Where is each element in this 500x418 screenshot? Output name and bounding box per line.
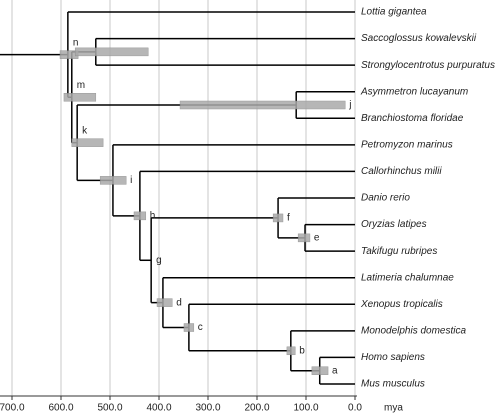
node-label: h: [150, 210, 156, 221]
node-label: e: [314, 232, 320, 243]
confidence-interval: [71, 138, 104, 147]
node-label: d: [176, 297, 182, 308]
node-label: n: [73, 37, 79, 48]
node-label: i: [130, 175, 132, 186]
taxon-label: Strongylocentrotus purpuratus: [361, 60, 495, 71]
x-tick-label: 100.0: [293, 403, 318, 414]
node-label: m: [77, 80, 85, 91]
taxon-label: Homo sapiens: [361, 352, 425, 363]
x-tick-label: 600.0: [48, 403, 73, 414]
x-tick-label: 400.0: [146, 403, 171, 414]
x-tick-label: 0.0: [348, 403, 362, 414]
node-label: k: [82, 125, 88, 136]
taxon-label: Danio rerio: [361, 193, 410, 204]
confidence-interval: [99, 176, 127, 185]
x-tick-label: 200.0: [244, 403, 269, 414]
confidence-interval: [311, 366, 329, 375]
node-label: f: [287, 213, 290, 224]
confidence-interval: [179, 100, 346, 110]
axis-label: mya: [384, 403, 403, 414]
node-label: j: [348, 100, 351, 111]
taxon-label: Monodelphis domestica: [361, 325, 466, 336]
x-tick-label: 700.0: [0, 403, 25, 414]
confidence-interval: [286, 346, 296, 356]
taxon-label: Saccoglossus kowalevskii: [361, 33, 477, 44]
taxon-label: Petromyzon marinus: [361, 139, 453, 150]
node-label: g: [156, 255, 162, 266]
taxon-label: Oryzias latipes: [361, 219, 427, 230]
node-label: c: [198, 322, 203, 333]
confidence-interval: [74, 47, 149, 57]
confidence-interval: [183, 323, 195, 332]
x-tick-label: 500.0: [97, 403, 122, 414]
confidence-interval: [297, 233, 311, 243]
node-label: b: [299, 345, 305, 356]
taxon-label: Branchiostoma floridae: [361, 113, 464, 124]
confidence-interval: [272, 213, 284, 223]
confidence-interval: [133, 211, 147, 221]
x-tick-label: 300.0: [195, 403, 220, 414]
taxon-label: Mus musculus: [361, 379, 425, 390]
node-label: a: [332, 365, 338, 376]
taxon-label: Latimeria chalumnae: [361, 272, 454, 283]
taxon-label: Asymmetron lucayanum: [360, 86, 468, 97]
taxon-label: Takifugu rubripes: [361, 246, 437, 257]
confidence-interval: [156, 298, 173, 307]
taxon-label: Xenopus tropicalis: [360, 299, 443, 310]
taxon-label: Lottia gigantea: [361, 7, 427, 18]
taxon-label: Callorhinchus milii: [361, 166, 442, 177]
confidence-interval: [63, 93, 97, 102]
